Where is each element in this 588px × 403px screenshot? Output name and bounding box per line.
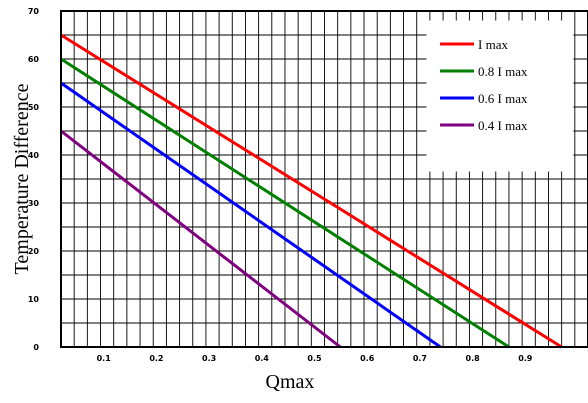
legend-label: I max [478, 37, 508, 52]
x-tick-label: 0.3 [202, 354, 216, 363]
y-tick-label: 0 [33, 343, 39, 352]
x-tick-label: 0.9 [518, 354, 533, 363]
y-tick-label: 60 [28, 55, 40, 64]
series-line-3 [60, 81, 442, 349]
y-axis-label: Temperature Difference [11, 83, 33, 274]
y-tick-label: 20 [28, 247, 40, 256]
legend-label: 0.4 I max [478, 118, 528, 133]
x-tick-label: 0.2 [149, 354, 163, 363]
y-tick-label: 70 [28, 7, 40, 16]
x-axis-label: Qmax [266, 371, 315, 393]
y-tick-label: 40 [28, 151, 40, 160]
x-tick-label: 0.8 [466, 354, 481, 363]
series-line-1 [60, 33, 563, 349]
legend: I max 0.8 I max 0.6 I max 0.4 I max [426, 20, 574, 172]
x-tick-label: 0.1 [97, 354, 112, 363]
legend-label: 0.6 I max [478, 91, 528, 106]
y-tick-label: 10 [28, 295, 40, 304]
x-tick-label: 0.5 [307, 354, 322, 363]
series-lines [60, 33, 563, 349]
x-tick-label: 0.4 [255, 354, 270, 363]
plot-frame [60, 10, 588, 348]
y-tick-labels: 0 10 20 30 40 50 60 70 [28, 7, 40, 352]
x-tick-label: 0.6 [360, 354, 375, 363]
x-tick-labels: 0.1 0.2 0.3 0.4 0.5 0.6 0.7 0.8 0.9 [97, 354, 533, 363]
y-tick-label: 50 [28, 103, 40, 112]
series-line-2 [60, 57, 510, 349]
legend-box [426, 20, 574, 172]
y-tick-label: 30 [28, 199, 40, 208]
legend-label: 0.8 I max [478, 64, 528, 79]
x-tick-label: 0.7 [413, 354, 427, 363]
series-line-4 [60, 129, 342, 349]
